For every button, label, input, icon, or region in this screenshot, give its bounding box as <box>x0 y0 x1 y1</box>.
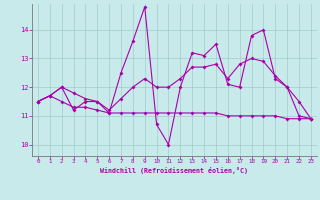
X-axis label: Windchill (Refroidissement éolien,°C): Windchill (Refroidissement éolien,°C) <box>100 167 248 174</box>
